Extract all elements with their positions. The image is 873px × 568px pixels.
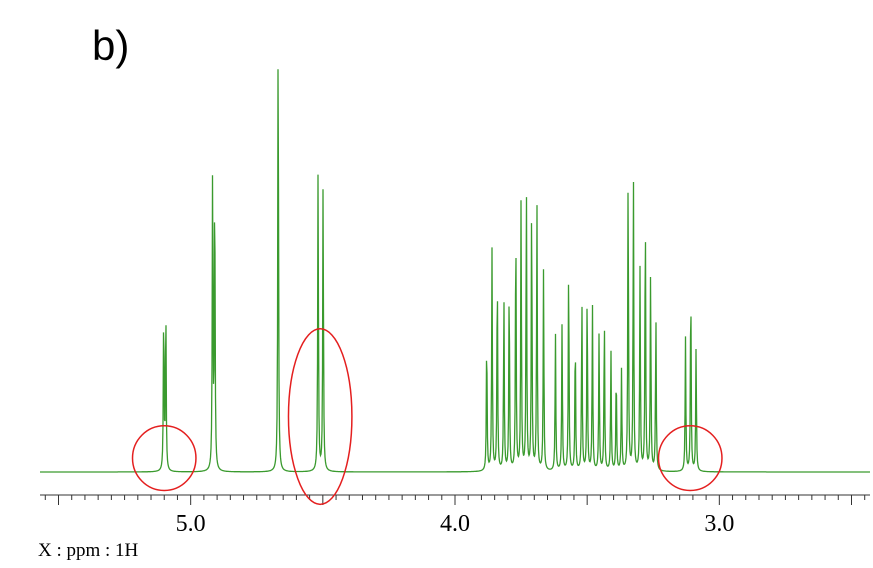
peak-point [496, 263, 498, 265]
peak-point [525, 175, 527, 177]
peak-point [163, 305, 165, 307]
peak-point [214, 171, 216, 173]
peak-markers [163, 9, 697, 371]
panel-label: b) [92, 22, 130, 69]
peak-point [695, 346, 697, 348]
peak-point [603, 314, 605, 316]
peak-point [531, 194, 533, 196]
highlight-ellipse [657, 425, 723, 492]
peak-point [586, 286, 588, 288]
peak-point [515, 212, 517, 214]
peak-point [655, 314, 657, 316]
highlight-ellipse [131, 425, 197, 492]
peak-point [627, 166, 629, 168]
peak-point [690, 277, 692, 279]
peak-point [165, 305, 167, 307]
peak-point [644, 203, 646, 205]
peak-point [568, 258, 570, 260]
peak-point [615, 369, 617, 371]
peak-point [581, 295, 583, 297]
x-tick-label: 4.0 [440, 511, 470, 537]
peak-point [536, 203, 538, 205]
x-axis-label: X : ppm : 1H [38, 540, 139, 561]
x-tick-label: 5.0 [176, 511, 206, 537]
highlight-ellipse [287, 328, 353, 506]
x-tick-label: 3.0 [704, 511, 734, 537]
x-axis: 5.0 4.0 3.0 [40, 494, 870, 537]
peak-point [322, 175, 324, 177]
peak-point [317, 166, 319, 168]
peak-point [486, 332, 488, 334]
peak-point [632, 175, 634, 177]
peak-point [212, 166, 214, 168]
highlight-circles [131, 328, 723, 506]
peak-point [650, 268, 652, 270]
peak-point [503, 295, 505, 297]
spectrum-line [40, 69, 870, 473]
peak-point [520, 194, 522, 196]
peak-point [508, 277, 510, 279]
peak-point [277, 9, 279, 11]
peak-point [574, 332, 576, 334]
